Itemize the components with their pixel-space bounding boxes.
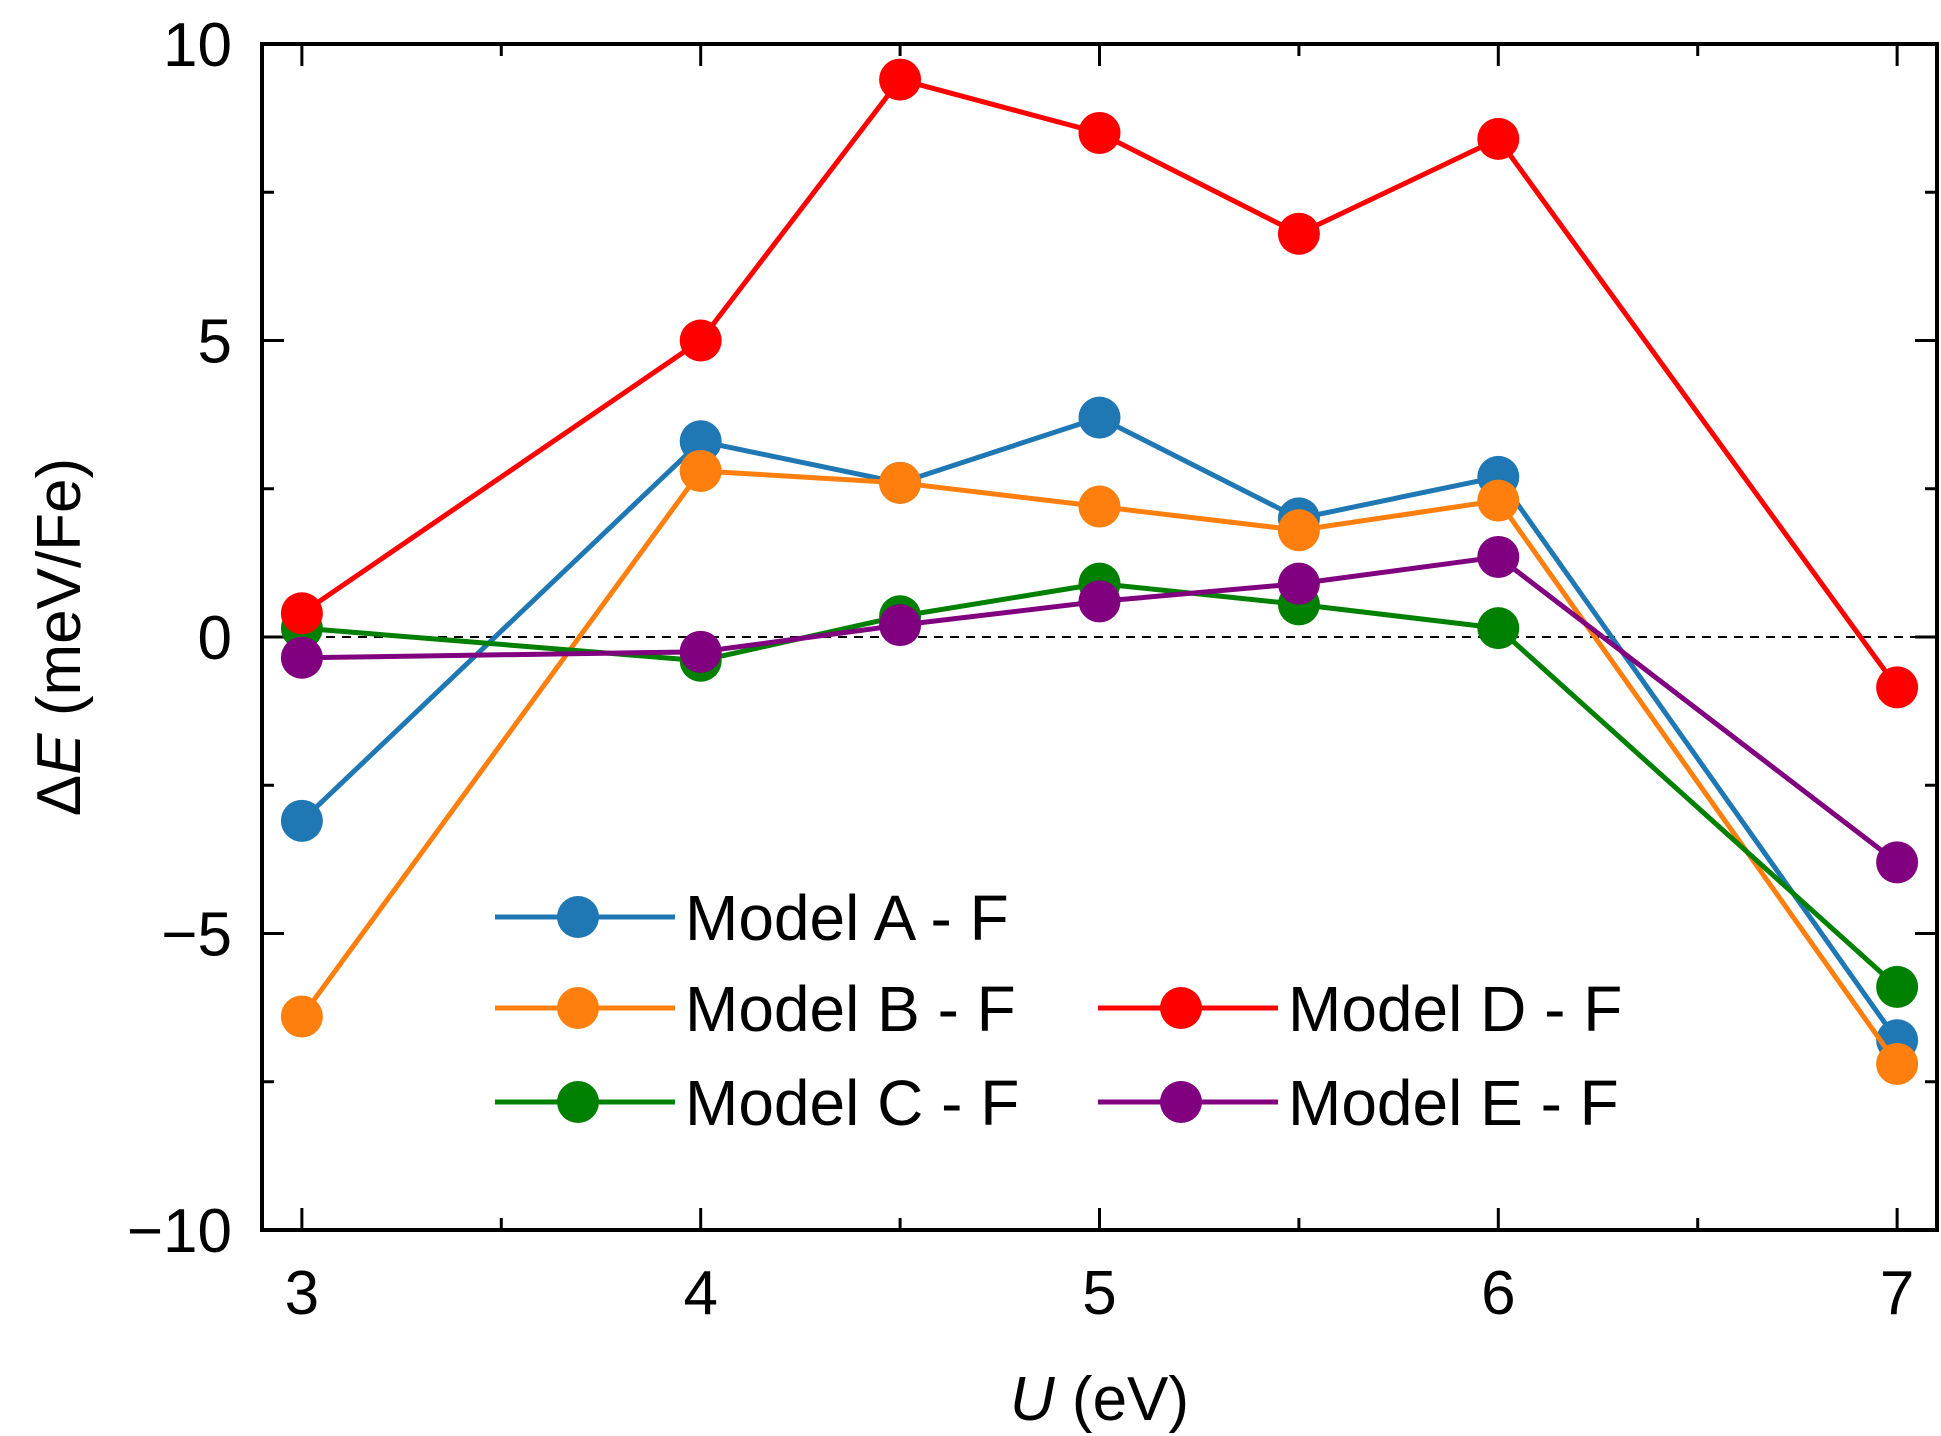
data-point (1477, 117, 1520, 160)
legend-item: Model D - F (1098, 973, 1622, 1045)
x-axis-unit: (eV) (1055, 1365, 1189, 1434)
legend-marker (557, 987, 599, 1029)
data-point (280, 636, 323, 679)
x-tick-label: 5 (1082, 1259, 1116, 1328)
x-tick-label: 3 (285, 1259, 319, 1328)
data-point (1277, 562, 1320, 605)
data-point (679, 630, 722, 673)
data-point (879, 58, 922, 101)
data-point (679, 420, 722, 463)
plot-frame (260, 42, 1939, 1232)
y-tick-label: 10 (163, 11, 232, 80)
data-point (679, 449, 722, 492)
legend-label: Model C - F (685, 1067, 1019, 1139)
data-point (1277, 212, 1320, 255)
series-b (280, 449, 1919, 1085)
data-point (280, 799, 323, 842)
legend-label: Model B - F (685, 973, 1016, 1045)
data-point (1876, 965, 1919, 1008)
data-point (1477, 607, 1520, 650)
legend-label: Model A - F (685, 882, 1009, 954)
series-line (301, 581, 1899, 989)
data-point (1876, 1042, 1919, 1085)
series-c (280, 562, 1919, 1008)
y-axis-prefix: Δ (25, 775, 94, 816)
x-tick-label: 6 (1481, 1259, 1515, 1328)
legend-item: Model C - F (495, 1067, 1019, 1139)
series-line (299, 468, 1900, 1066)
series-e (280, 535, 1919, 884)
data-point (679, 319, 722, 362)
y-tick-label: −10 (127, 1197, 232, 1266)
data-point (1078, 111, 1121, 154)
legend-label: Model D - F (1288, 973, 1622, 1045)
data-point (1477, 535, 1520, 578)
legend-label: Model E - F (1288, 1067, 1619, 1139)
legend-marker (557, 896, 599, 938)
legend-marker (1160, 987, 1202, 1029)
legend-marker (557, 1081, 599, 1123)
legend-item: Model A - F (495, 882, 1009, 954)
series-d (280, 58, 1919, 709)
data-point (280, 592, 323, 635)
legend-marker (1160, 1081, 1202, 1123)
data-point (1876, 666, 1919, 709)
data-point (1477, 479, 1520, 522)
legend: Model A - F Model B - F Model C - F Model D… (495, 882, 1622, 1139)
series-layer (280, 58, 1919, 1085)
data-point (879, 461, 922, 504)
data-point (1078, 580, 1121, 623)
tick-labels-layer: 3 4 5 6 7 −10 −5 0 5 10 (127, 11, 1915, 1328)
data-point (1876, 841, 1919, 884)
y-tick-label: 5 (198, 308, 232, 377)
legend-item: Model B - F (495, 973, 1016, 1045)
y-axis-title: ΔE (meV/Fe) (25, 458, 94, 816)
y-tick-label: −5 (161, 901, 232, 970)
x-tick-label: 4 (683, 1259, 717, 1328)
legend-item: Model E - F (1098, 1067, 1619, 1139)
y-axis-var: E (25, 733, 94, 775)
data-point (280, 995, 323, 1038)
x-axis-var: U (1010, 1365, 1056, 1434)
data-point (1078, 485, 1121, 528)
y-axis-unit: (meV/Fe) (25, 458, 94, 734)
x-axis-title: U (eV) (1010, 1365, 1189, 1434)
data-point (1277, 509, 1320, 552)
data-point (879, 604, 922, 647)
x-tick-label: 7 (1880, 1259, 1914, 1328)
data-point (1078, 396, 1121, 439)
y-tick-label: 0 (198, 604, 232, 673)
